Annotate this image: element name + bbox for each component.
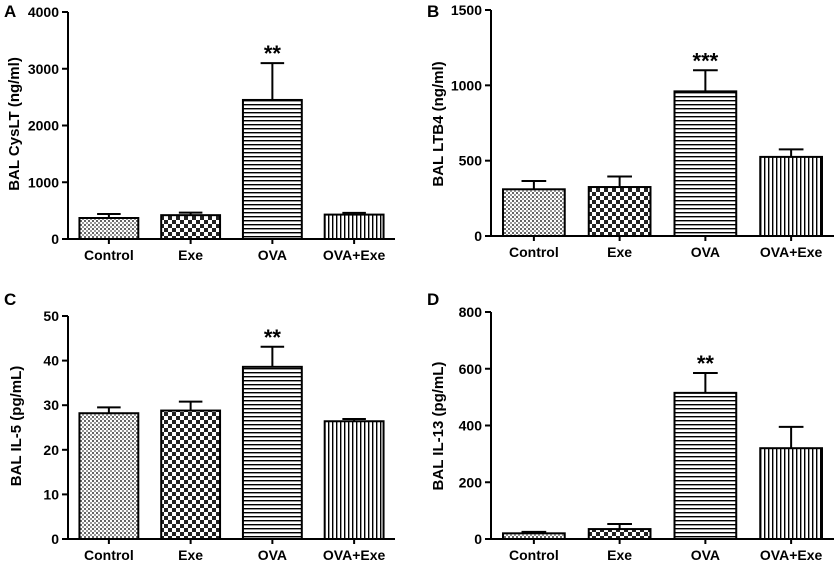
panel-a: A BAL CysLT (ng/ml) 0 1000 2000 3000 4000 Contr… bbox=[4, 2, 395, 263]
bar-exe bbox=[587, 528, 652, 540]
y-tick-label: 20 bbox=[43, 442, 59, 458]
y-tick-label: 1000 bbox=[28, 174, 59, 190]
y-tick-label: 1500 bbox=[451, 2, 482, 18]
y-tick-label: 3000 bbox=[28, 61, 59, 77]
bar-ova-plus-exe bbox=[759, 155, 823, 237]
y-axis-label: BAL LTB4 (ng/ml) bbox=[430, 61, 447, 186]
x-tick-label: Control bbox=[84, 547, 134, 563]
y-tick-label: 0 bbox=[474, 531, 482, 547]
y-tick-label: 0 bbox=[51, 231, 59, 247]
y-tick-label: 30 bbox=[43, 397, 59, 413]
y-axis-label: BAL IL-5 (pg/mL) bbox=[8, 366, 25, 487]
x-tick-label: Control bbox=[84, 247, 134, 263]
x-tick-label: OVA bbox=[258, 247, 287, 263]
bar-control bbox=[78, 412, 140, 540]
y-axis-label: BAL CysLT (ng/ml) bbox=[6, 57, 23, 191]
panel-c: C BAL IL-5 (pg/mL) 0 10 20 30 40 50 Control Exe OV… bbox=[4, 290, 395, 563]
bar-exe bbox=[160, 214, 222, 240]
y-tick-label: 10 bbox=[43, 486, 59, 502]
x-tick-label: Control bbox=[509, 547, 559, 563]
bar-exe bbox=[587, 186, 652, 238]
x-tick-label: OVA+Exe bbox=[760, 244, 823, 260]
panel-d: D BAL IL-13 (pg/mL) 0 200 400 600 800 Control Ex… bbox=[427, 290, 834, 563]
y-tick-label: 50 bbox=[43, 308, 59, 324]
y-tick-label: 40 bbox=[43, 353, 59, 369]
panel-b: B BAL LTB4 (ng/ml) 0 500 1000 1500 Control Exe O… bbox=[427, 2, 834, 260]
bar-ova-plus-exe bbox=[323, 213, 385, 241]
bar-control bbox=[502, 188, 566, 237]
y-tick-label: 200 bbox=[459, 474, 483, 490]
x-tick-label: OVA bbox=[258, 547, 287, 563]
x-tick-label: Exe bbox=[607, 244, 632, 260]
bar-control bbox=[78, 217, 140, 241]
y-tick-label: 0 bbox=[51, 531, 59, 547]
panel-letter: B bbox=[427, 2, 439, 21]
bar-ova bbox=[241, 98, 303, 241]
bar-ova bbox=[673, 391, 738, 540]
y-tick-label: 1000 bbox=[451, 77, 482, 93]
x-tick-label: Exe bbox=[607, 547, 632, 563]
significance-marker: ** bbox=[264, 325, 282, 350]
bar-ova bbox=[241, 365, 303, 540]
bar-ova bbox=[673, 90, 738, 237]
y-tick-label: 2000 bbox=[28, 118, 59, 134]
x-tick-label: OVA bbox=[691, 244, 720, 260]
significance-marker: ** bbox=[264, 41, 282, 66]
y-tick-label: 500 bbox=[459, 153, 483, 169]
bar-ova-plus-exe bbox=[759, 447, 823, 541]
bar-control bbox=[502, 532, 566, 541]
x-tick-label: OVA+Exe bbox=[323, 247, 386, 263]
bar-exe bbox=[160, 409, 222, 540]
y-tick-label: 400 bbox=[459, 418, 483, 434]
y-axis-label: BAL IL-13 (pg/mL) bbox=[430, 362, 447, 491]
y-tick-label: 0 bbox=[474, 228, 482, 244]
significance-marker: *** bbox=[693, 48, 719, 73]
y-tick-label: 800 bbox=[459, 304, 483, 320]
x-tick-label: OVA bbox=[691, 547, 720, 563]
x-tick-label: OVA+Exe bbox=[760, 547, 823, 563]
panel-letter: C bbox=[4, 290, 16, 309]
significance-marker: ** bbox=[697, 351, 715, 376]
panel-letter: A bbox=[4, 2, 16, 21]
y-tick-label: 4000 bbox=[28, 4, 59, 20]
x-tick-label: Exe bbox=[178, 247, 203, 263]
bar-ova-plus-exe bbox=[323, 420, 385, 541]
x-tick-label: OVA+Exe bbox=[323, 547, 386, 563]
x-tick-label: Exe bbox=[178, 547, 203, 563]
panel-letter: D bbox=[427, 290, 439, 309]
y-tick-label: 600 bbox=[459, 361, 483, 377]
x-tick-label: Control bbox=[509, 244, 559, 260]
